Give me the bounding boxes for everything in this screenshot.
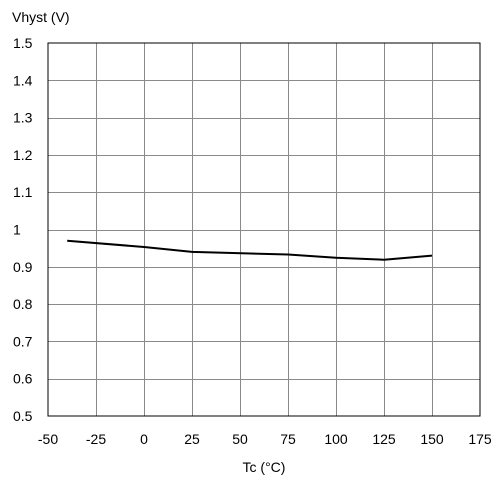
x-tick-labels: -50 -25 0 25 50 75 100 125 150 175 xyxy=(38,431,492,447)
y-tick-labels: 0.5 0.6 0.7 0.8 0.9 1 1.1 1.2 1.3 1.4 1.5 xyxy=(13,35,33,424)
x-tick-label: 175 xyxy=(468,431,492,447)
y-tick-label: 0.8 xyxy=(13,296,33,312)
y-tick-label: 1 xyxy=(13,222,21,238)
x-tick-label: 50 xyxy=(232,431,248,447)
series-line xyxy=(67,239,433,261)
x-tick-label: 150 xyxy=(420,431,444,447)
x-tick-label: 125 xyxy=(372,431,396,447)
y-axis-label: Vhyst (V) xyxy=(12,9,70,25)
x-axis-label: Tc (°C) xyxy=(243,459,286,475)
grid xyxy=(48,43,480,416)
y-tick-label: 0.7 xyxy=(13,333,33,349)
y-tick-label: 1.5 xyxy=(13,35,33,51)
y-tick-label: 0.9 xyxy=(13,259,33,275)
y-tick-label: 1.2 xyxy=(13,147,33,163)
y-tick-label: 0.5 xyxy=(13,408,33,424)
x-tick-label: 25 xyxy=(184,431,200,447)
y-tick-label: 1.1 xyxy=(13,184,33,200)
plot-frame xyxy=(47,42,481,417)
y-tick-label: 0.6 xyxy=(13,371,33,387)
x-tick-label: 75 xyxy=(280,431,296,447)
x-tick-label: -50 xyxy=(38,431,58,447)
x-tick-label: 100 xyxy=(324,431,348,447)
series-layer xyxy=(67,239,433,261)
x-tick-label: -25 xyxy=(86,431,106,447)
x-tick-label: 0 xyxy=(140,431,148,447)
y-tick-label: 1.3 xyxy=(13,110,33,126)
y-tick-label: 1.4 xyxy=(13,72,33,88)
